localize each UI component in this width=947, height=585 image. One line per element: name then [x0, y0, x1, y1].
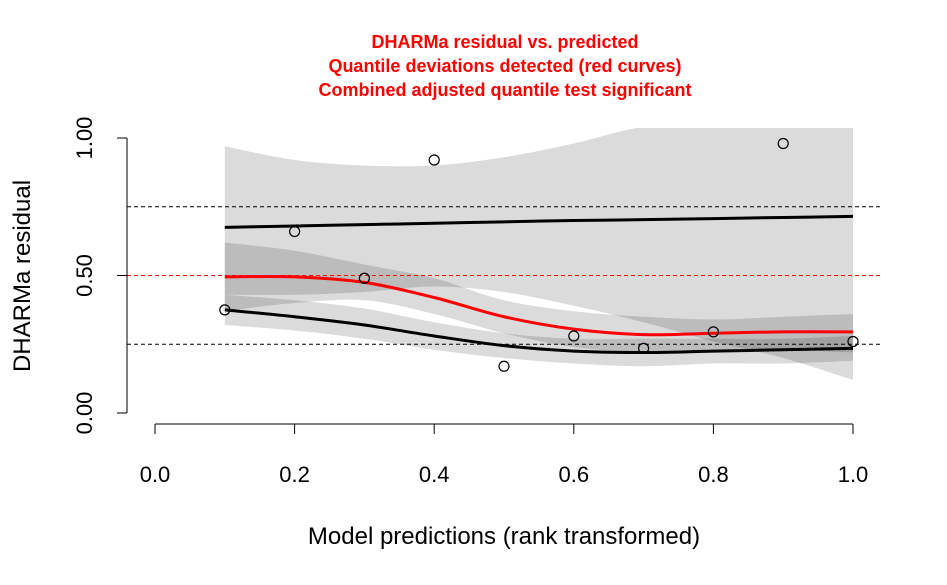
- residual-point: [219, 304, 231, 316]
- quantile-curve-0.75: [224, 214, 854, 229]
- confidence-band-q0.75: [224, 128, 853, 380]
- quantile-curve-0.5: [224, 274, 854, 337]
- residual-point: [568, 330, 580, 342]
- residual-point: [289, 225, 301, 238]
- y-tick-label: 1.00: [72, 117, 97, 160]
- confidence-band-q0.5: [224, 242, 854, 353]
- axes: 0.0 0.2 0.4 0.6 0.8 1.0 0.00 0.50 1.00: [72, 117, 868, 487]
- residual-point: [358, 272, 370, 284]
- x-axis-label: Model predictions (rank transformed): [308, 523, 700, 550]
- residual-point: [498, 360, 510, 372]
- y-axis-label: DHARMa residual: [9, 180, 36, 372]
- residual-point: [428, 154, 440, 166]
- residual-point: [707, 326, 720, 338]
- confidence-bands: [224, 128, 854, 380]
- title-line-1: DHARMa residual vs. predicted: [371, 32, 638, 52]
- quantile-curves: [224, 214, 854, 355]
- residual-point: [777, 137, 789, 150]
- y-tick-label: 0.50: [72, 254, 97, 297]
- x-tick-label: 0.4: [419, 462, 450, 487]
- x-tick-label: 0.6: [559, 462, 590, 487]
- x-tick-label: 0.8: [698, 462, 729, 487]
- quantile-curve-0.25: [224, 308, 854, 355]
- residual-points: [219, 137, 859, 372]
- residual-point: [637, 342, 650, 354]
- title-line-2: Quantile deviations detected (red curves…: [328, 56, 681, 76]
- y-tick-label: 0.00: [72, 392, 97, 435]
- confidence-band-q0.25: [224, 294, 854, 367]
- x-tick-label: 0.2: [279, 462, 310, 487]
- x-tick-label: 0.0: [140, 462, 171, 487]
- title-line-3: Combined adjusted quantile test signific…: [318, 80, 691, 100]
- residual-point: [847, 335, 859, 348]
- x-tick-label: 1.0: [838, 462, 869, 487]
